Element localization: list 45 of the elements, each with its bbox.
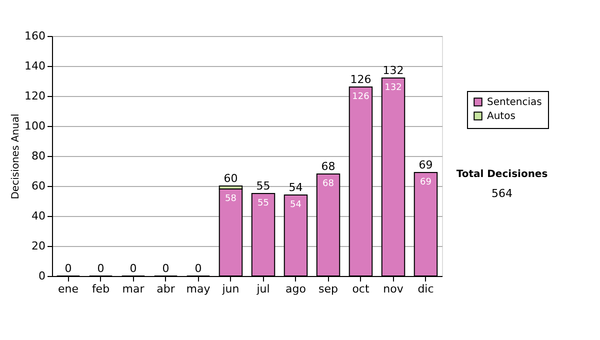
text: Total Decisiones [456,169,548,180]
x-tick-label: ene [58,282,79,296]
data-label: 126 [352,92,370,102]
x-tick-label: nov [383,282,404,296]
y-tick-label: 60 [32,180,46,192]
total-label: 0 [97,262,104,275]
legend-label: Sentencias [487,97,542,108]
x-tick-label: jun [221,282,240,296]
x-tick-label: feb [92,282,110,296]
total-label: 0 [130,262,137,275]
data-label: 69 [420,178,432,188]
total-label: 132 [382,64,404,77]
y-tick-label: 0 [38,270,46,282]
total-label: 69 [418,158,433,172]
data-label: 58 [225,194,237,204]
x-tick-label: sep [318,282,338,296]
total-label: 0 [162,262,170,275]
x-tick-label: may [186,282,211,296]
y-tick-label: 120 [24,90,46,102]
x-tick-label: jul [256,282,270,296]
y-tick-label: 80 [32,150,46,162]
total-label: 0 [64,262,72,275]
y-tick-label: 160 [24,30,46,42]
total-label: 0 [194,262,202,275]
y-axis-title: Decisiones Anual [10,114,22,200]
data-label: 68 [322,179,334,189]
x-tick-label: ago [286,282,306,296]
y-tick-label: 40 [32,210,46,222]
data-label: 55 [258,198,269,208]
total-label: 55 [256,180,270,192]
y-tick-label: 140 [24,60,46,72]
x-tick-label: abr [156,282,176,296]
y-tick-label: 100 [24,120,46,132]
data-label: 132 [384,83,402,93]
legend-label: Autos [487,111,516,122]
total-label: 126 [350,73,372,86]
x-tick-label: dic [418,282,434,296]
data-label: 54 [290,200,302,210]
x-tick-label: mar [122,282,145,296]
total-label: 60 [224,172,238,185]
x-tick-label: oct [352,282,370,296]
text: 564 [492,187,512,200]
total-label: 54 [288,181,303,194]
y-tick-label: 20 [32,240,46,252]
total-label: 68 [321,160,336,173]
